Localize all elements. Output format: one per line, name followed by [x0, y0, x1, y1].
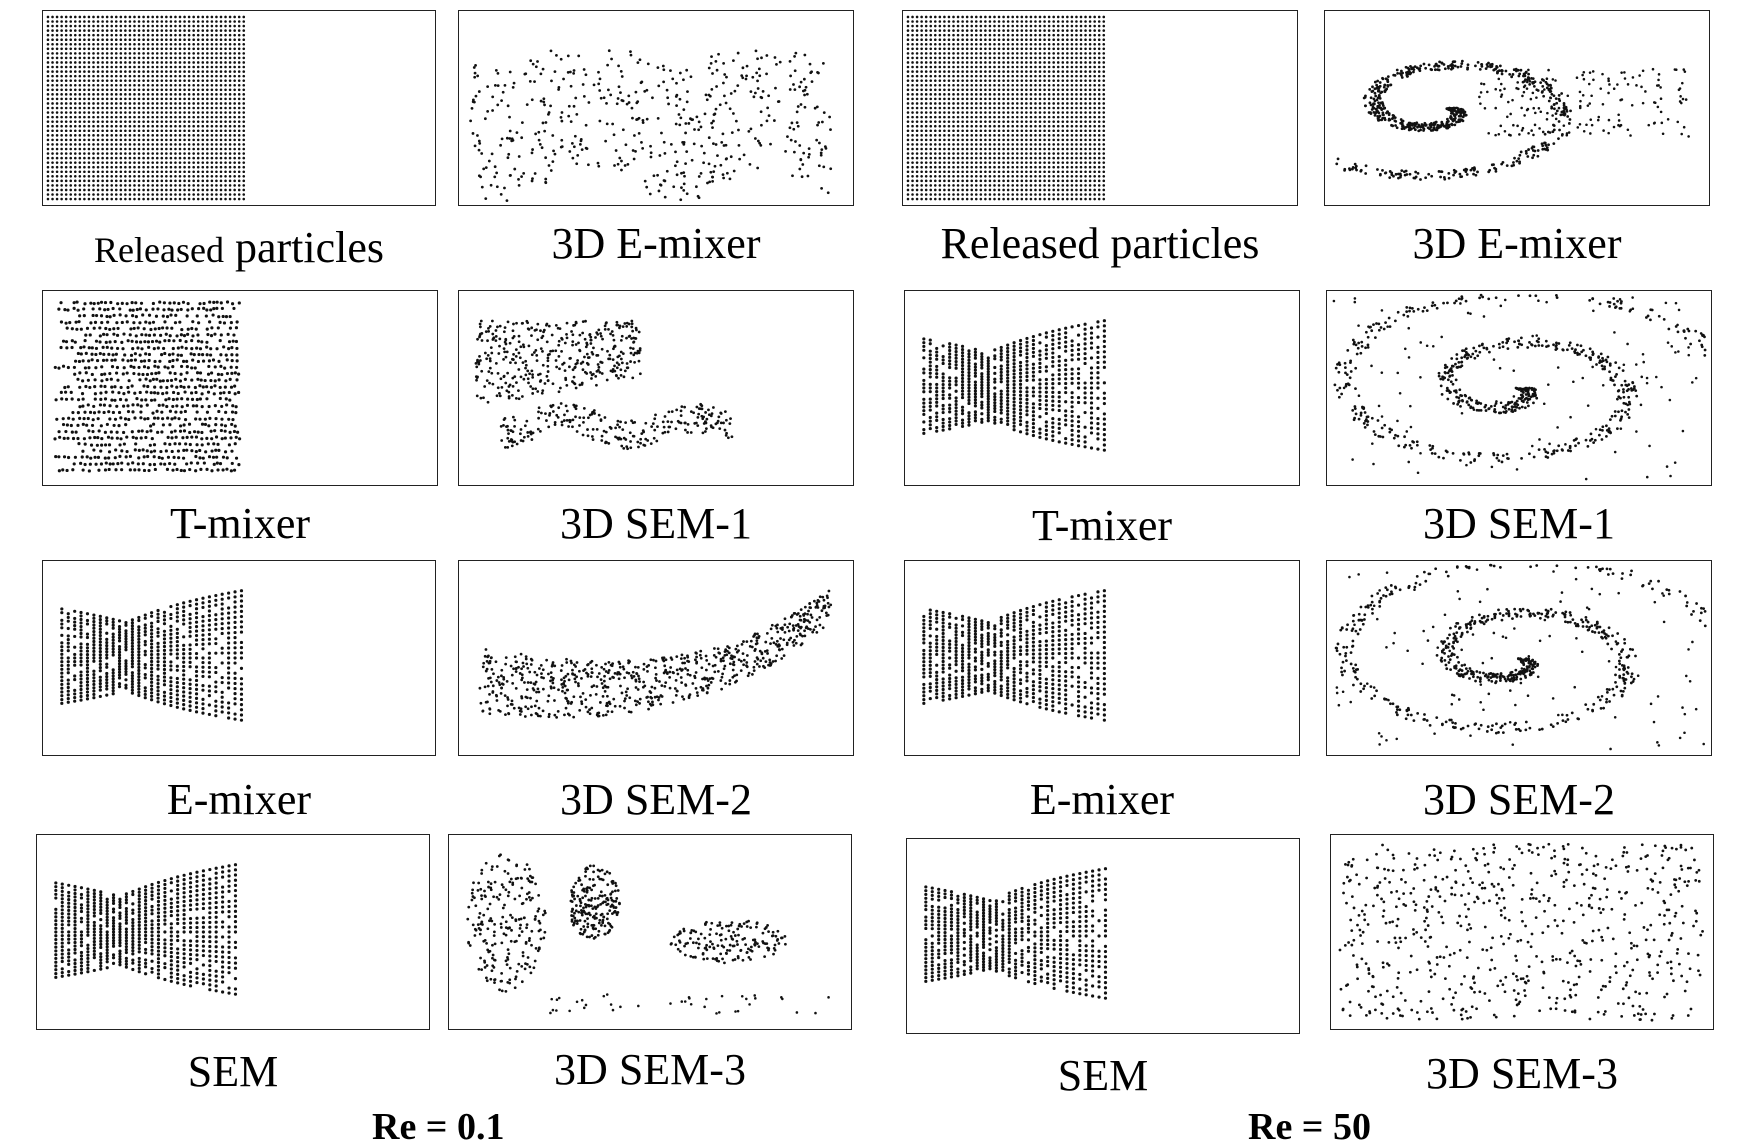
caption-e-mixer-re50: E-mixer	[1029, 775, 1175, 824]
panel-released-re50	[902, 10, 1298, 206]
particle-plot	[469, 49, 833, 203]
caption-3d-e-mixer-re50: 3D E-mixer	[1412, 219, 1622, 268]
caption-3d-sem-1-re50: 3D SEM-1	[1423, 499, 1615, 548]
caption-3d-sem-1-re01: 3D SEM-1	[560, 499, 752, 548]
caption-3d-sem-3-re50: 3D SEM-3	[1426, 1049, 1618, 1098]
panel-e-mixer-re50	[904, 560, 1300, 756]
caption-t-mixer-re01: T-mixer	[169, 499, 311, 548]
panel-3d-sem-1-re01	[458, 290, 854, 486]
particle-plot	[1334, 563, 1707, 751]
caption-3d-sem-2-re50: 3D SEM-2	[1423, 775, 1615, 824]
caption-3d-sem-2-re01: 3D SEM-2	[560, 775, 752, 824]
panel-sem-re50	[906, 838, 1300, 1034]
particle-plot	[922, 319, 1106, 452]
panel-t-mixer-re50	[904, 290, 1300, 486]
caption-e-mixer-re01: E-mixer	[166, 775, 312, 824]
particle-plot	[924, 867, 1108, 1000]
panel-t-mixer-re01	[42, 290, 438, 486]
caption-3d-e-mixer-re01: 3D E-mixer	[551, 219, 761, 268]
caption-sem-re50: SEM	[1057, 1051, 1149, 1100]
panel-3d-sem-3-re01	[448, 834, 852, 1030]
particle-plot	[60, 589, 244, 722]
particle-plot	[1335, 59, 1690, 181]
caption-released-re50: Released particles	[940, 219, 1260, 268]
panel-3d-e-mixer-re01	[458, 10, 854, 206]
particle-plot	[478, 589, 833, 719]
particle-plot	[53, 300, 242, 473]
particle-plot	[474, 319, 734, 451]
panel-3d-sem-3-re50	[1330, 834, 1714, 1030]
particle-plot	[54, 863, 238, 996]
particle-plot	[922, 589, 1106, 722]
particle-plot	[1338, 842, 1704, 1022]
group-label-re50: Re = 50	[1248, 1106, 1371, 1148]
panel-sem-re01	[36, 834, 430, 1030]
panel-3d-sem-2-re50	[1326, 560, 1712, 756]
particle-plot	[906, 15, 1106, 201]
caption-3d-sem-3-re01: 3D SEM-3	[554, 1045, 746, 1094]
group-label-re01: Re = 0.1	[372, 1106, 505, 1148]
caption-sem-re01: SEM	[187, 1047, 279, 1096]
panel-3d-sem-1-re50	[1326, 290, 1712, 486]
particle-plot	[46, 15, 246, 201]
panel-3d-sem-2-re01	[458, 560, 854, 756]
caption-released-re01: Released particles	[94, 223, 384, 272]
panel-released-re01	[42, 10, 436, 206]
particle-plot	[1332, 293, 1707, 481]
panel-e-mixer-re01	[42, 560, 436, 756]
caption-t-mixer-re50: T-mixer	[1031, 501, 1173, 550]
panel-3d-e-mixer-re50	[1324, 10, 1710, 206]
particle-plot	[466, 853, 830, 1015]
